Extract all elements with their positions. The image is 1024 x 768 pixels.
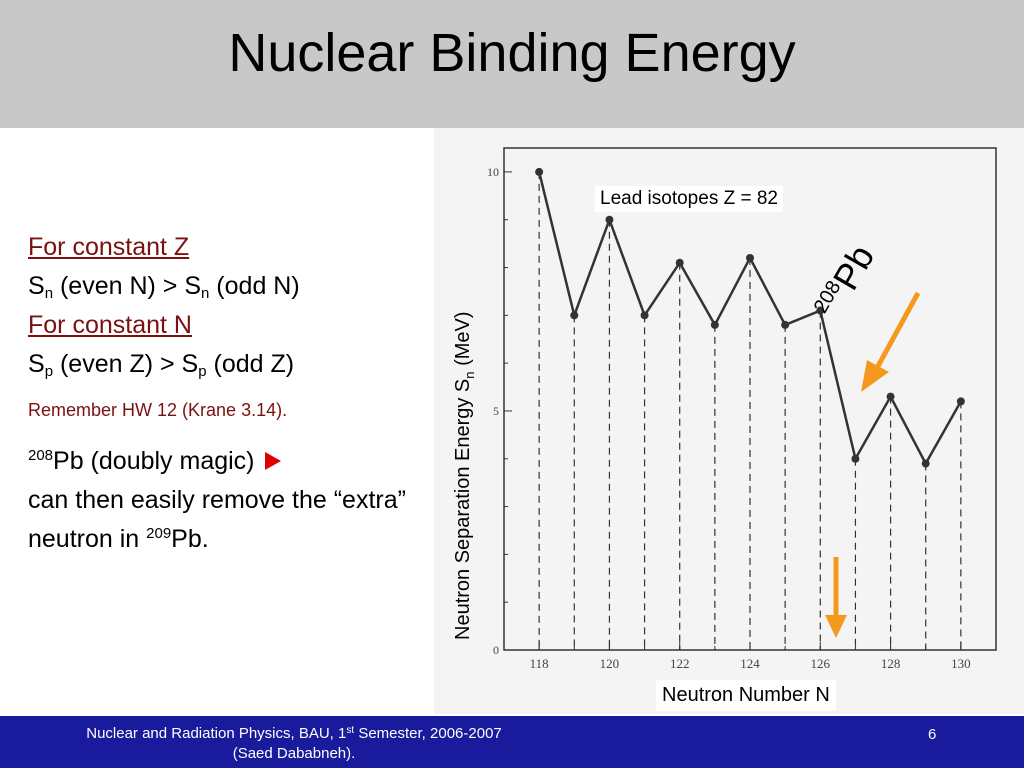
y-tick-label: 10 — [487, 165, 499, 179]
orange-arrow-head — [861, 360, 889, 392]
x-tick-label: 126 — [811, 656, 831, 671]
slide-title: Nuclear Binding Energy — [228, 23, 796, 83]
orange-arrow-shaft — [874, 291, 921, 370]
x-tick-label: 128 — [881, 656, 901, 671]
data-point — [851, 454, 860, 463]
y-axis-label: Neutron Separation Energy Sn (MeV) — [452, 311, 477, 640]
data-point — [816, 306, 825, 315]
y-tick-label: 5 — [493, 404, 499, 418]
red-triangle-icon — [265, 452, 282, 470]
data-point — [781, 320, 790, 329]
lead-isotopes-label: Lead isotopes Z = 82 — [595, 186, 783, 212]
data-point — [570, 311, 579, 320]
x-axis-label: Neutron Number N — [656, 680, 836, 711]
homework-reminder: Remember HW 12 (Krane 3.14). — [28, 400, 288, 420]
x-tick-label: 130 — [951, 656, 971, 671]
title-bar — [0, 0, 1024, 128]
orange-arrow-head — [825, 615, 847, 638]
data-point — [921, 459, 930, 468]
x-tick-label: 120 — [600, 656, 620, 671]
x-tick-label: 122 — [670, 656, 690, 671]
constant-n-heading: For constant N — [28, 311, 192, 339]
data-point — [640, 311, 649, 320]
data-point — [535, 167, 544, 176]
data-point — [886, 392, 895, 401]
x-tick-label: 124 — [740, 656, 760, 671]
data-point — [956, 397, 965, 406]
sp-comparison: Sp (even Z) > Sp (odd Z) — [28, 350, 295, 380]
data-point — [605, 215, 614, 224]
footer-citation: Nuclear and Radiation Physics, BAU, 1st … — [86, 725, 502, 762]
chart-panel — [434, 128, 1024, 714]
data-point — [710, 320, 719, 329]
y-tick-label: 0 — [493, 643, 499, 657]
footer: Nuclear and Radiation Physics, BAU, 1st … — [0, 716, 1024, 768]
x-tick-label: 118 — [530, 656, 549, 671]
doubly-magic-note: 208Pb (doubly magic) can then easily rem… — [28, 447, 406, 553]
sn-comparison: Sn (even N) > Sn (odd N) — [28, 272, 300, 302]
page-number: 6 — [928, 726, 937, 743]
data-point — [675, 258, 684, 267]
data-point — [746, 253, 754, 262]
constant-z-heading: For constant Z — [28, 233, 190, 261]
left-text-block: For constant Z Sn (even N) > Sn (odd N) … — [28, 228, 418, 559]
